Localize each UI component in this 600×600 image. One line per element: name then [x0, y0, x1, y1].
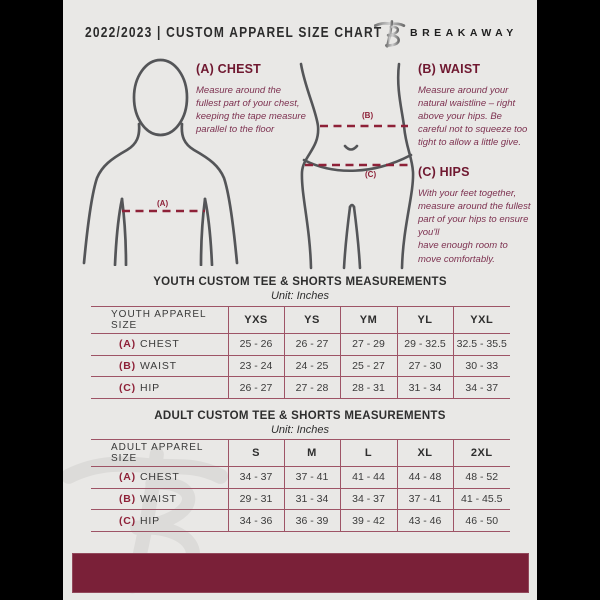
value-cell: 31 - 34 — [396, 376, 453, 399]
section-waist-heading: (B) WAIST — [418, 62, 481, 76]
value-cell: 29 - 31 — [227, 488, 284, 510]
adult-table-title: ADULT CUSTOM TEE & SHORTS MEASUREMENTS — [154, 410, 446, 422]
header-cell: YS — [283, 306, 340, 334]
chest-line-label: (A) — [157, 199, 168, 208]
section-chest-heading: (A) CHEST — [196, 62, 261, 76]
header-cell: S — [227, 439, 284, 467]
lower-body-diagram: (B) (C) — [299, 62, 415, 270]
hip-line-label: (C) — [365, 170, 376, 179]
row-label-cell: (A) CHEST — [119, 471, 180, 484]
table-row: (B) WAIST 29 - 31 31 - 34 34 - 37 37 - 41… — [91, 488, 510, 510]
table-row: (C) HIP 34 - 36 36 - 39 39 - 42 43 - 46 4… — [91, 509, 510, 532]
waist-line-label: (B) — [362, 111, 373, 120]
value-cell: 48 - 52 — [452, 466, 510, 489]
value-cell: 25 - 27 — [339, 355, 397, 377]
row-label-cell: (B) WAIST — [119, 360, 177, 373]
table-row: (B) WAIST 23 - 24 24 - 25 25 - 27 27 - 30… — [91, 355, 510, 377]
table-row: (A) CHEST 34 - 37 37 - 41 41 - 44 44 - 48… — [91, 466, 510, 489]
value-cell: 27 - 28 — [283, 376, 340, 399]
value-cell: 29 - 32.5 — [396, 333, 453, 356]
value-cell: 39 - 42 — [339, 509, 397, 532]
value-cell: 23 - 24 — [227, 355, 284, 377]
value-cell: 41 - 45.5 — [452, 488, 510, 510]
value-cell: 41 - 44 — [339, 466, 397, 489]
value-cell: 27 - 30 — [396, 355, 453, 377]
value-cell: 37 - 41 — [283, 466, 340, 489]
value-cell: 25 - 26 — [227, 333, 284, 356]
header-cell: L — [339, 439, 397, 467]
header-cell: ADULT APPAREL SIZE — [111, 442, 204, 464]
value-cell: 43 - 46 — [396, 509, 453, 532]
section-hips: (C) HIPS With your feet together, measur… — [418, 165, 532, 266]
table-header-row: ADULT APPAREL SIZE S M L XL 2XL — [91, 439, 510, 467]
section-hips-heading: (C) HIPS — [418, 165, 470, 179]
row-label-cell: (C) HIP — [119, 514, 160, 527]
value-cell: 34 - 36 — [227, 509, 284, 532]
youth-table-unit: Unit: Inches — [270, 290, 330, 302]
footer-bar — [72, 553, 529, 593]
value-cell: 26 - 27 — [283, 333, 340, 356]
header-cell: YL — [396, 306, 453, 334]
header-cell: YXL — [452, 306, 510, 334]
size-chart-page: 2022/2023 | CUSTOM APPAREL SIZE CHART BR… — [63, 0, 537, 600]
section-waist-body: Measure around your natural waistline – … — [418, 85, 528, 149]
value-cell: 31 - 34 — [283, 488, 340, 510]
header-cell: 2XL — [452, 439, 510, 467]
value-cell: 30 - 33 — [452, 355, 510, 377]
value-cell: 32.5 - 35.5 — [452, 333, 510, 356]
table-row: (A) CHEST 25 - 26 26 - 27 27 - 29 29 - 32… — [91, 333, 510, 356]
value-cell: 36 - 39 — [283, 509, 340, 532]
header-cell: YXS — [227, 306, 284, 334]
section-chest-body: Measure around the fullest part of your … — [196, 85, 306, 136]
youth-table-title: YOUTH CUSTOM TEE & SHORTS MEASUREMENTS — [153, 276, 447, 288]
value-cell: 34 - 37 — [227, 466, 284, 489]
value-cell: 24 - 25 — [283, 355, 340, 377]
row-label-cell: (A) CHEST — [119, 338, 180, 351]
table-row: (C) HIP 26 - 27 27 - 28 28 - 31 31 - 34 3… — [91, 376, 510, 399]
value-cell: 26 - 27 — [227, 376, 284, 399]
section-chest: (A) CHEST Measure around the fullest par… — [196, 62, 306, 136]
value-cell: 28 - 31 — [339, 376, 397, 399]
breakaway-logo-icon — [374, 20, 406, 48]
row-label-cell: (C) HIP — [119, 381, 160, 394]
value-cell: 46 - 50 — [452, 509, 510, 532]
value-cell: 27 - 29 — [339, 333, 397, 356]
torso-diagram: (A) — [82, 58, 239, 266]
header-cell: XL — [396, 439, 453, 467]
section-waist: (B) WAIST Measure around your natural wa… — [418, 62, 532, 150]
value-cell: 34 - 37 — [339, 488, 397, 510]
adult-table-unit: Unit: Inches — [270, 424, 330, 436]
header-cell: M — [283, 439, 340, 467]
table-header-row: YOUTH APPAREL SIZE YXS YS YM YL YXL — [91, 306, 510, 334]
value-cell: 34 - 37 — [452, 376, 510, 399]
brand-name: BREAKAWAY — [410, 27, 518, 39]
value-cell: 37 - 41 — [396, 488, 453, 510]
section-hips-body: With your feet together, measure around … — [418, 188, 531, 265]
header-cell: YOUTH APPAREL SIZE — [111, 309, 207, 331]
adult-size-table: ADULT APPAREL SIZE S M L XL 2XL (A) CHEST… — [91, 439, 510, 532]
value-cell: 44 - 48 — [396, 466, 453, 489]
page-title: 2022/2023 | CUSTOM APPAREL SIZE CHART — [85, 24, 383, 41]
youth-size-table: YOUTH APPAREL SIZE YXS YS YM YL YXL (A) C… — [91, 306, 510, 399]
header-cell: YM — [339, 306, 397, 334]
row-label-cell: (B) WAIST — [119, 493, 177, 506]
